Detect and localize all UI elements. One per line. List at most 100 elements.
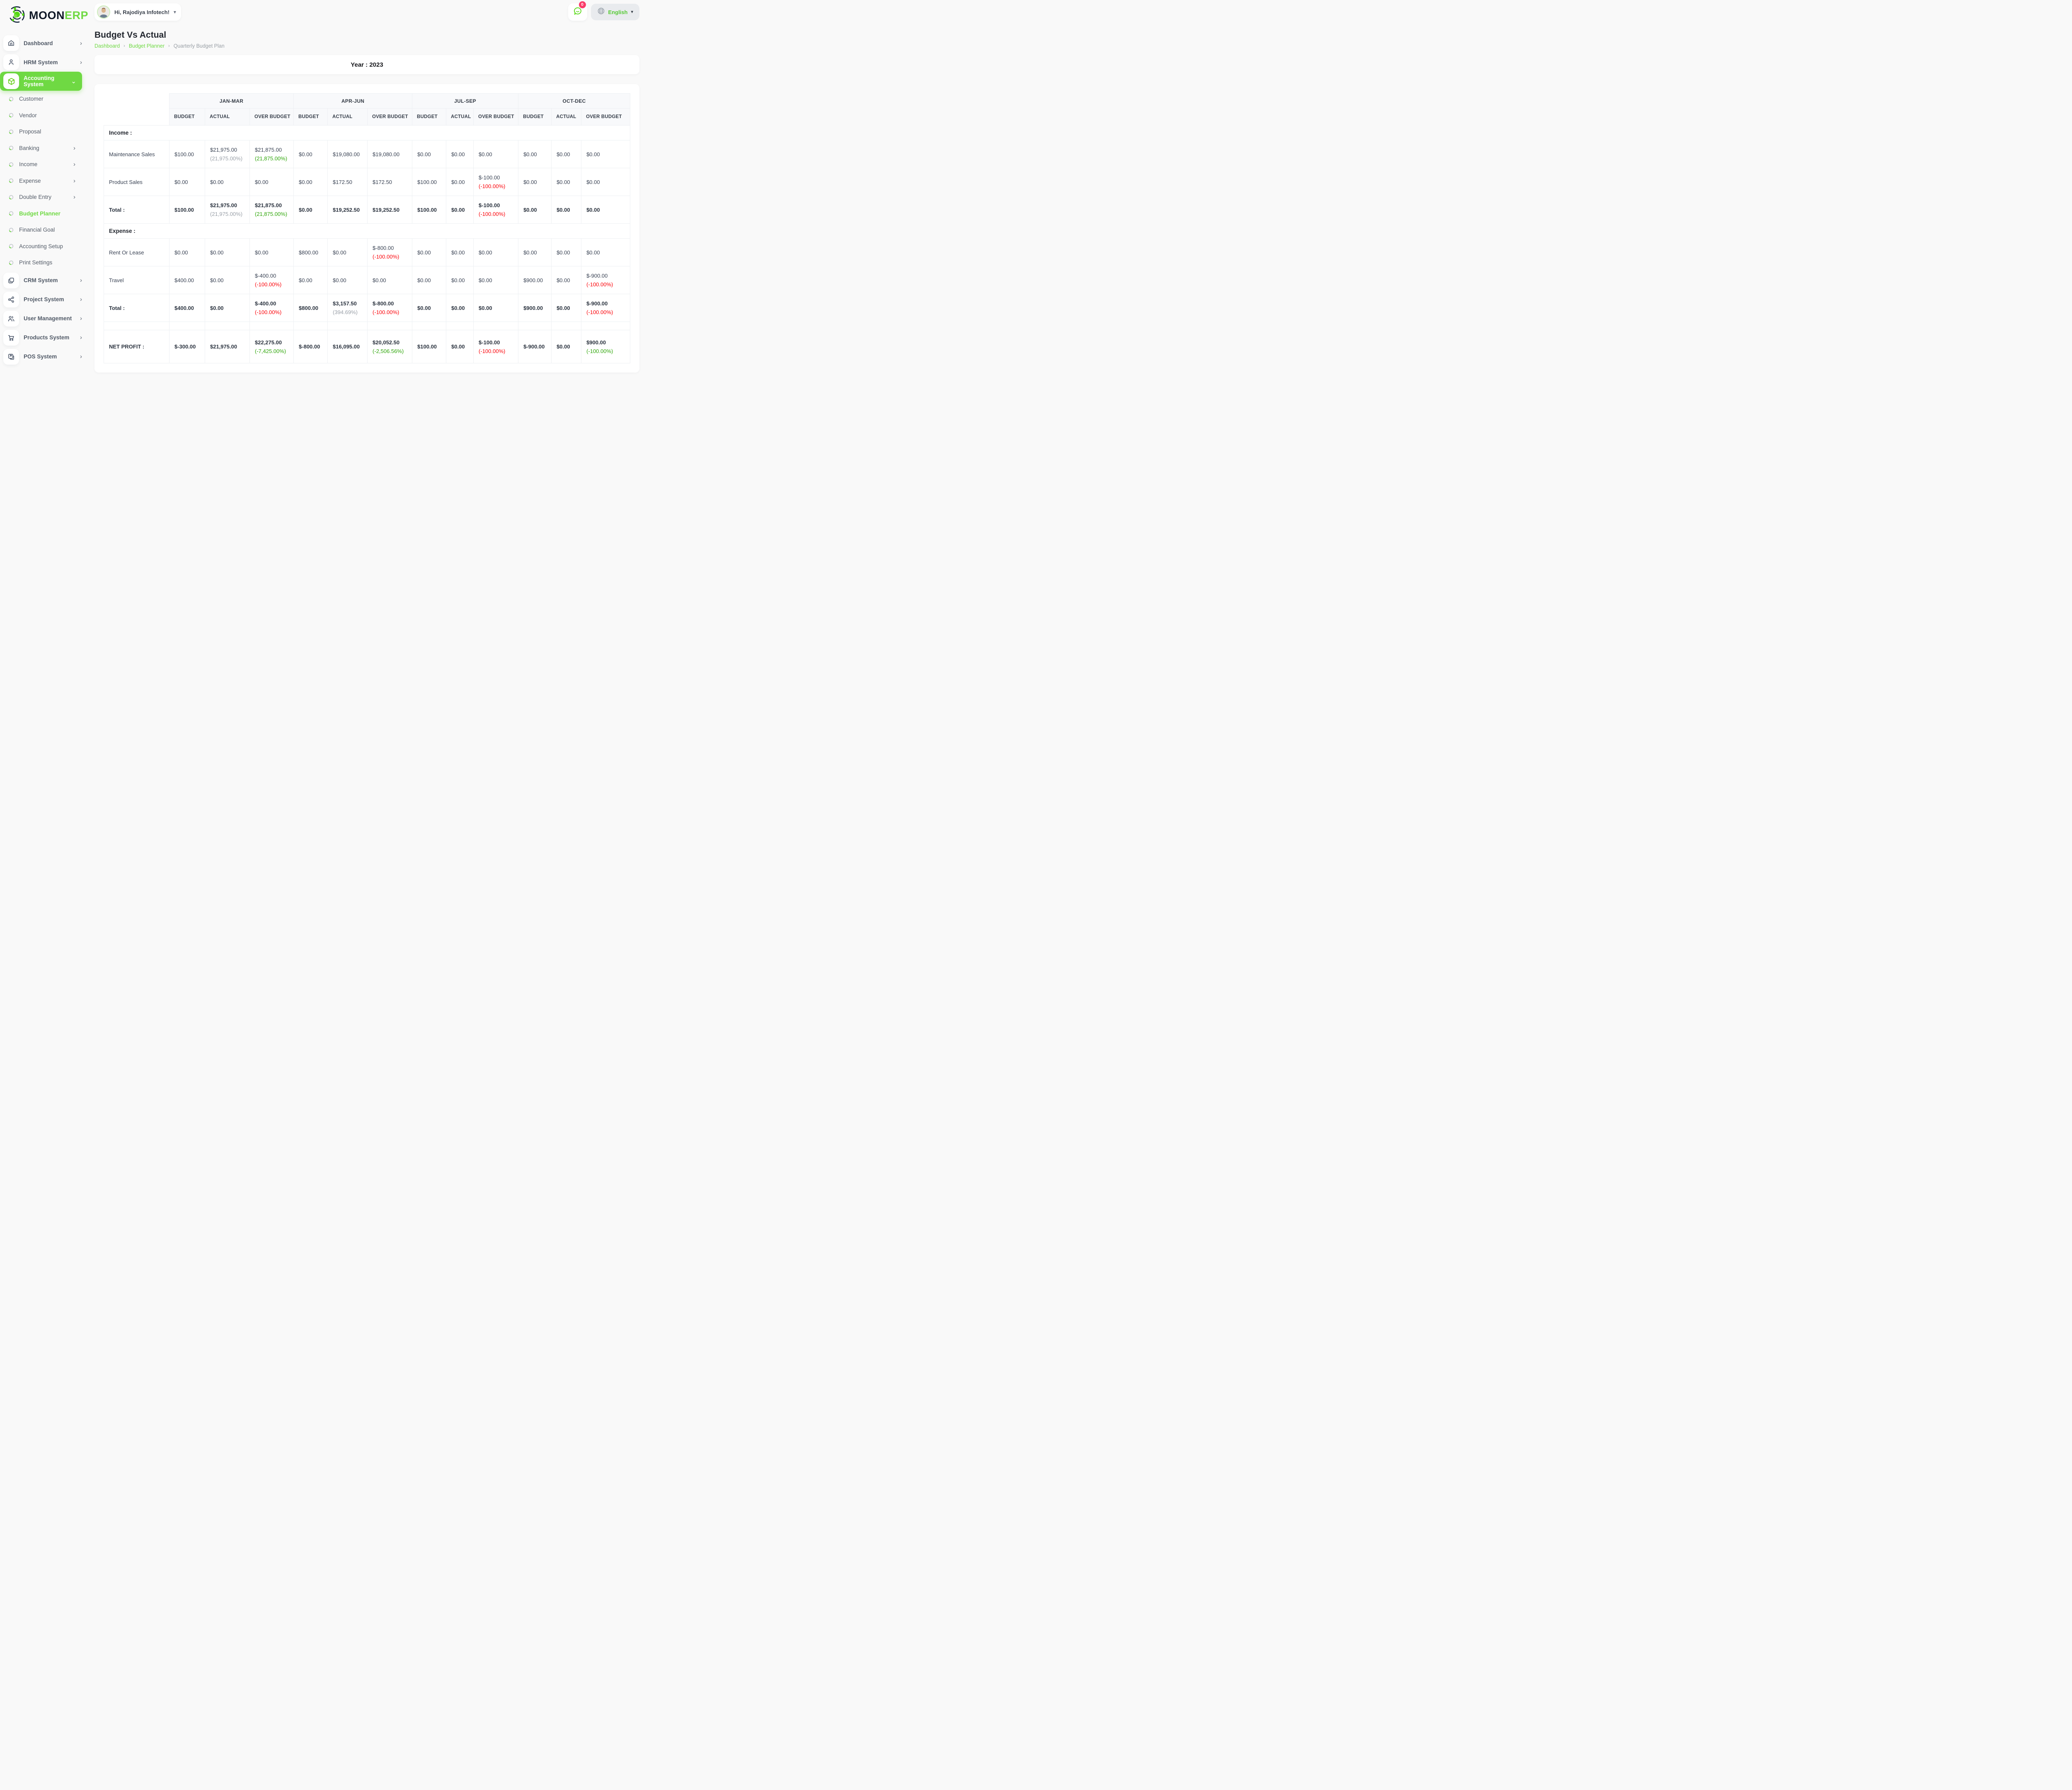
sidebar-item-label: Banking (19, 145, 39, 151)
cell: $21,875.00 (21,875.00%) (249, 196, 294, 224)
cell-amount: $0.00 (299, 206, 312, 213)
sidebar-item-vendor[interactable]: Vendor (0, 107, 88, 124)
bullet-icon (9, 162, 14, 167)
budget-vs-actual-table: JAN-MAR APR-JUN JUL-SEP OCT-DEC BUDGET ACTUAL… (103, 93, 631, 363)
table-section-row: Expense : (103, 223, 631, 239)
pos-icon (3, 348, 19, 365)
cell-amount: $0.00 (174, 179, 188, 185)
cell: $-900.00 (518, 330, 552, 363)
app-logo[interactable]: MOONERP (0, 0, 88, 30)
cell-amount: $21,975.00 (210, 147, 237, 153)
cell-amount: $100.00 (417, 343, 437, 350)
bullet-icon (9, 113, 14, 118)
logo-moon: MOON (29, 9, 65, 22)
cell-amount: $800.00 (299, 249, 319, 256)
cell-amount: $20,052.50 (373, 339, 400, 346)
cell-amount: $0.00 (479, 249, 492, 256)
cell-amount: $0.00 (523, 249, 537, 256)
cell-percent: (-100.00%) (255, 281, 282, 288)
cell: $19,080.00 (367, 140, 413, 168)
chevron-right-icon: › (73, 177, 75, 184)
chevron-right-icon: › (73, 144, 75, 152)
cell-amount: $-100.00 (479, 339, 500, 346)
cell-amount: $-100.00 (479, 174, 500, 181)
cell-percent: (-100.00%) (586, 281, 613, 288)
table-section-row: Income : (103, 125, 631, 140)
breadcrumb-dashboard[interactable]: Dashboard (94, 43, 120, 49)
sidebar-item-double-entry[interactable]: Double Entry › (0, 189, 88, 206)
spacer-cell (581, 322, 631, 330)
cell: $0.00 (551, 294, 582, 322)
cell-amount: $0.00 (417, 277, 431, 283)
topbar: Hi, Rajodiya Infotech! ▾ 0 (94, 1, 639, 21)
cell-percent: (-100.00%) (255, 309, 282, 315)
sub-header-actual: ACTUAL (446, 108, 474, 126)
sidebar-item-budget-planner[interactable]: Budget Planner (0, 206, 88, 222)
cell: $19,252.50 (327, 196, 368, 224)
cell-amount: $0.00 (210, 305, 224, 311)
sidebar-item-hrm-system[interactable]: HRM System › (0, 53, 88, 72)
cell: $0.00 (518, 196, 552, 224)
cube-icon (3, 73, 19, 89)
sidebar-item-products-system[interactable]: Products System › (0, 328, 88, 347)
cell-percent: (21,975.00%) (210, 211, 243, 217)
sidebar-item-income[interactable]: Income › (0, 156, 88, 173)
chevron-right-icon: › (168, 44, 170, 48)
spacer-cell (205, 322, 250, 330)
sidebar-item-label: Dashboard (24, 40, 53, 46)
sidebar-item-proposal[interactable]: Proposal (0, 123, 88, 140)
chevron-right-icon: › (80, 334, 82, 341)
spacer-cell (446, 322, 474, 330)
sidebar-item-crm-system[interactable]: CRM System › (0, 271, 88, 290)
cell-amount: $0.00 (210, 179, 224, 185)
cell-percent: (-100.00%) (373, 309, 399, 315)
cell: $-100.00 (-100.00%) (473, 196, 519, 224)
cell-amount: $0.00 (255, 179, 269, 185)
cell: $900.00 (-100.00%) (581, 330, 631, 363)
sidebar-item-label: Accounting Setup (19, 243, 63, 249)
cell-amount: $-800.00 (299, 343, 320, 350)
cell-amount: $0.00 (479, 305, 492, 311)
sidebar-item-dashboard[interactable]: Dashboard › (0, 34, 88, 53)
chevron-right-icon: › (80, 315, 82, 322)
table-row: Product Sales $0.00 $0.00 $0.00 $0.00 $172.50… (104, 168, 631, 196)
sidebar-item-project-system[interactable]: Project System › (0, 290, 88, 309)
cell: $21,975.00 (205, 330, 250, 363)
language-selector[interactable]: English ▾ (591, 4, 639, 20)
cell-amount: $-800.00 (373, 300, 394, 307)
cell: $19,080.00 (327, 140, 368, 168)
sidebar-item-financial-goal[interactable]: Financial Goal (0, 222, 88, 238)
sidebar-item-banking[interactable]: Banking › (0, 140, 88, 157)
cell: $0.00 (412, 266, 447, 294)
sidebar-item-user-management[interactable]: User Management › (0, 309, 88, 328)
row-label: Product Sales (104, 168, 169, 196)
cell-amount: $21,975.00 (210, 343, 237, 350)
spacer-cell (367, 322, 413, 330)
cell: $0.00 (446, 330, 474, 363)
sub-header-over-budget: OVER BUDGET (367, 108, 413, 126)
sidebar-item-customer[interactable]: Customer (0, 91, 88, 107)
cell-amount: $0.00 (451, 206, 465, 213)
cell-amount: $800.00 (299, 305, 319, 311)
cell-amount: $0.00 (299, 277, 312, 283)
users-icon (3, 310, 19, 327)
cell-amount: $0.00 (451, 305, 465, 311)
sidebar-item-expense[interactable]: Expense › (0, 173, 88, 189)
cart-icon (3, 329, 19, 346)
cell-amount: $-100.00 (479, 202, 500, 208)
chevron-right-icon: › (80, 296, 82, 303)
sidebar-item-print-settings[interactable]: Print Settings (0, 254, 88, 271)
quarter-header: JUL-SEP (412, 93, 519, 109)
cell-amount: $0.00 (373, 277, 386, 283)
sidebar-item-pos-system[interactable]: POS System › (0, 347, 88, 366)
messages-button[interactable]: 0 (568, 1, 587, 21)
sidebar-item-accounting-system[interactable]: Accounting System ⌄ (0, 72, 82, 91)
table-netprofit-row: NET PROFIT : $-300.00 $21,975.00 $22,275.00… (104, 330, 631, 363)
sidebar-item-accounting-setup[interactable]: Accounting Setup (0, 238, 88, 255)
breadcrumb-budget-planner[interactable]: Budget Planner (128, 43, 165, 49)
chevron-right-icon: › (123, 44, 125, 48)
sidebar-item-label: Customer (19, 96, 44, 102)
user-menu-button[interactable]: Hi, Rajodiya Infotech! ▾ (94, 3, 181, 21)
cell: $0.00 (293, 140, 328, 168)
cell-amount: $0.00 (586, 151, 600, 157)
